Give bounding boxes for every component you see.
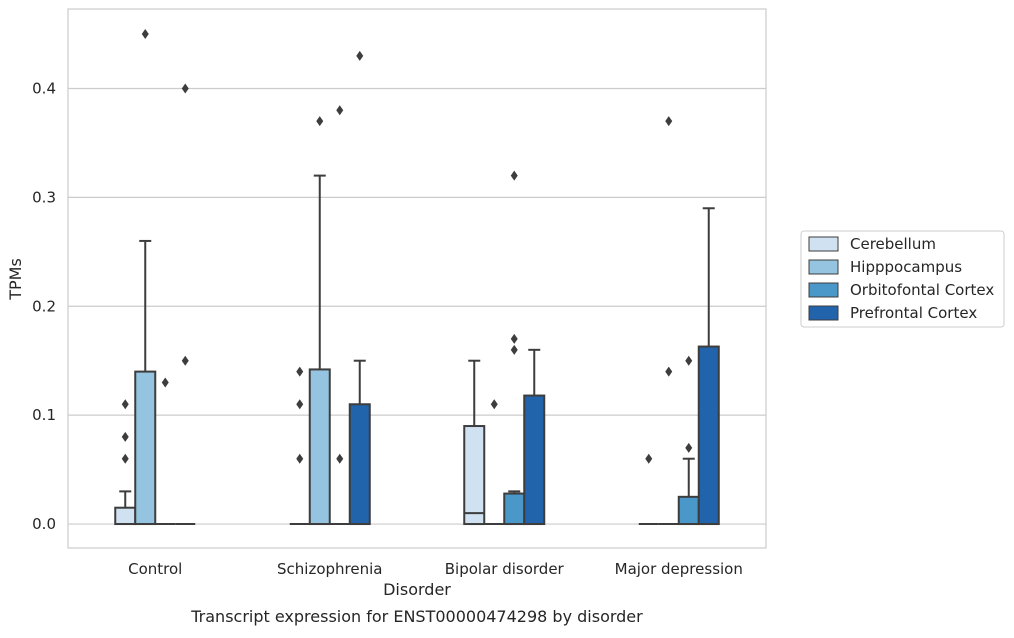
box-group	[638, 453, 659, 526]
chart-caption: Transcript expression for ENST0000047429…	[190, 607, 643, 626]
outlier-point	[161, 377, 169, 388]
outlier-point	[665, 366, 673, 377]
box-iqr	[677, 495, 700, 526]
outlier-point	[181, 83, 189, 94]
box-group	[114, 399, 137, 526]
legend-swatch	[808, 282, 839, 298]
outlier-point	[356, 50, 364, 61]
box-iqr	[114, 506, 137, 526]
outlier-point	[685, 355, 693, 366]
outlier-point	[121, 399, 129, 410]
outlier-point	[685, 442, 693, 453]
y-tick-label: 0.1	[32, 406, 56, 424]
legend-label: Cerebellum	[850, 235, 936, 253]
outlier-point	[296, 453, 304, 464]
box-group	[484, 399, 505, 526]
box-iqr	[523, 394, 546, 526]
box-group	[348, 50, 371, 526]
outlier-point	[490, 399, 498, 410]
outlier-point	[181, 355, 189, 366]
box-group	[329, 105, 350, 526]
box-iqr	[697, 345, 720, 526]
legend: Cerebellum Hipppocampus Orbitofontal Corte…	[800, 230, 1005, 328]
box-group	[523, 348, 546, 526]
legend-swatch	[808, 305, 839, 321]
box-iqr	[134, 370, 157, 526]
box-iqr	[463, 425, 486, 526]
legend-swatch	[808, 259, 839, 275]
box-iqr	[348, 403, 371, 526]
outlier-point	[296, 366, 304, 377]
outlier-point	[510, 344, 518, 355]
box-group	[697, 207, 720, 526]
x-tick-labels: Control Schizophrenia Bipolar disorder Majo…	[128, 560, 743, 578]
plot-area-frame	[67, 8, 767, 549]
outlier-point	[121, 431, 129, 442]
y-axis-label: TPMs	[6, 258, 25, 301]
y-tick-label: 0.4	[32, 79, 56, 97]
x-tick-label: Bipolar disorder	[445, 560, 565, 578]
box-group	[134, 29, 157, 526]
y-tick-label: 0.3	[32, 188, 56, 206]
box-group	[463, 359, 486, 526]
y-tick-labels: 0.0 0.1 0.2 0.3 0.4	[32, 79, 56, 533]
y-tick-label: 0.0	[32, 515, 56, 533]
outlier-point	[510, 333, 518, 344]
boxes	[114, 29, 720, 526]
x-axis-label: Disorder	[383, 580, 451, 599]
box-group	[155, 377, 176, 526]
box-group	[175, 83, 196, 526]
box-iqr	[503, 492, 526, 526]
plot-area-background	[68, 9, 766, 548]
x-tick-label: Major depression	[615, 560, 743, 578]
legend-label: Orbitofontal Cortex	[850, 281, 994, 299]
x-tick-label: Schizophrenia	[277, 560, 382, 578]
outlier-point	[296, 399, 304, 410]
box-group	[289, 366, 310, 526]
box-iqr	[308, 368, 331, 526]
legend-frame	[800, 230, 1005, 328]
legend-label: Prefrontal Cortex	[850, 304, 977, 322]
legend-label: Hipppocampus	[850, 258, 962, 276]
y-tick-label: 0.2	[32, 297, 56, 315]
outlier-point	[336, 453, 344, 464]
legend-swatch	[808, 236, 839, 252]
outlier-point	[336, 105, 344, 116]
outlier-point	[665, 116, 673, 127]
outlier-point	[510, 170, 518, 181]
outlier-point	[121, 453, 129, 464]
outlier-point	[645, 453, 653, 464]
box-group	[677, 355, 700, 526]
x-tick-label: Control	[128, 560, 182, 578]
outlier-point	[316, 116, 324, 127]
box-group	[658, 116, 679, 526]
box-group	[308, 116, 331, 526]
outlier-point	[141, 29, 149, 40]
